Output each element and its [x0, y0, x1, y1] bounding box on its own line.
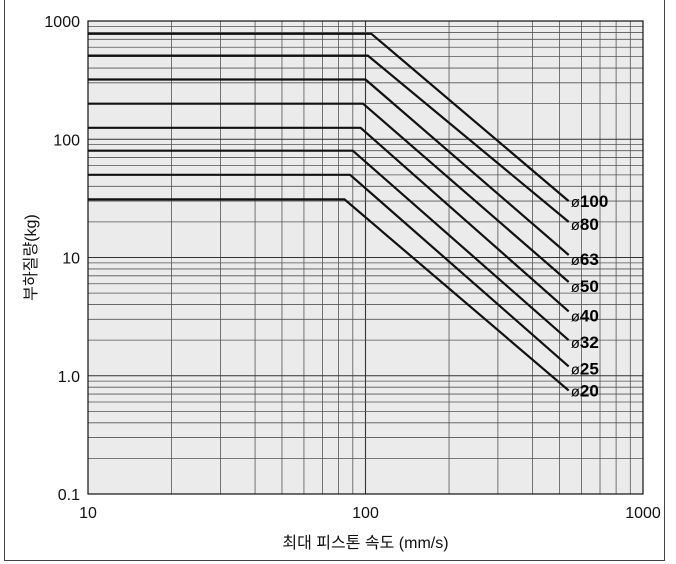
series-label-40: ø40	[571, 306, 599, 325]
plot-border	[87, 20, 644, 495]
series-line-50	[88, 102, 570, 283]
series-line-63	[88, 78, 570, 256]
series-line-20	[88, 198, 570, 392]
series-line-32	[88, 149, 570, 342]
chart-frame	[4, 0, 665, 561]
series-lines	[88, 32, 570, 392]
series-label-100: ø100	[571, 192, 609, 211]
y-tick-label: 100	[53, 132, 80, 149]
tick-labels: 0.1 1.0 10 100 1000 10 100 1000	[44, 14, 660, 522]
series-label-25: ø25	[571, 359, 599, 378]
series-line-80	[88, 54, 570, 223]
series-line-25	[88, 173, 570, 368]
y-tick-label: 1000	[44, 14, 80, 31]
y-tick-label: 0.1	[58, 487, 80, 504]
grid	[88, 21, 643, 494]
series-label-32: ø32	[571, 333, 599, 352]
x-axis-title: 최대 피스톤 속도 (mm/s)	[282, 534, 448, 552]
x-tick-label: 100	[352, 505, 379, 522]
series-labels: ø100 ø80 ø63 ø50 ø40 ø32 ø25 ø20	[571, 192, 609, 400]
y-axis-title: 부하질량(kg)	[22, 214, 40, 300]
y-tick-label: 1.0	[58, 369, 80, 386]
series-label-50: ø50	[571, 277, 599, 296]
series-label-20: ø20	[571, 382, 599, 401]
series-line-100	[88, 32, 570, 202]
series-label-63: ø63	[571, 250, 599, 269]
series-label-80: ø80	[571, 215, 599, 234]
x-tick-label: 10	[79, 505, 97, 522]
y-tick-label: 10	[62, 251, 80, 268]
series-line-40	[88, 126, 570, 313]
x-tick-label: 1000	[625, 505, 661, 522]
